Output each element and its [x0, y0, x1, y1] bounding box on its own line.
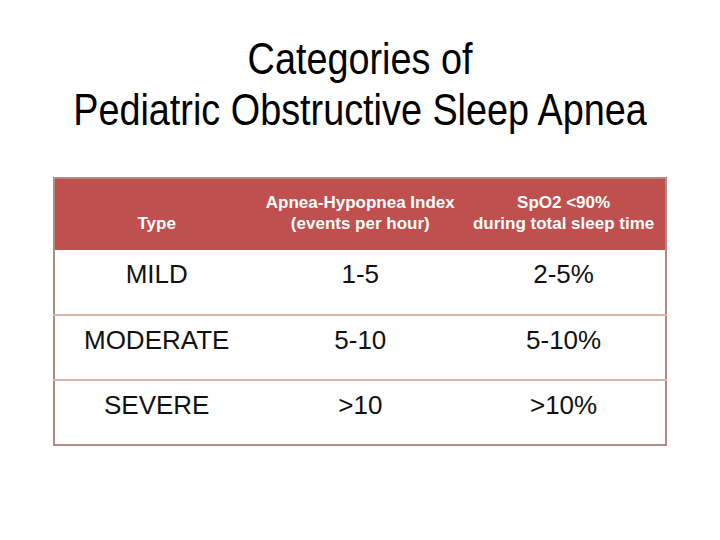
- slide-title: Categories of Pediatric Obstructive Slee…: [58, 33, 663, 135]
- cell-mild-ahi: 1-5: [258, 250, 462, 315]
- header-cell-spo2: SpO2 <90% during total sleep time: [462, 178, 666, 250]
- cell-moderate-type: MODERATE: [54, 315, 258, 380]
- cell-moderate-ahi: 5-10: [258, 315, 462, 380]
- table-row-severe: SEVERE >10 >10%: [54, 380, 666, 445]
- table-row-mild: MILD 1-5 2-5%: [54, 250, 666, 315]
- osa-categories-table: Type Apnea-Hypopnea Index (events per ho…: [53, 177, 667, 446]
- cell-mild-type: MILD: [54, 250, 258, 315]
- table-row-moderate: MODERATE 5-10 5-10%: [54, 315, 666, 380]
- header-ahi-line1: Apnea-Hypopnea Index: [260, 192, 460, 213]
- title-line-1: Categories of: [58, 33, 663, 84]
- header-type-label: Type: [57, 213, 256, 234]
- header-ahi-line2: (events per hour): [260, 213, 460, 234]
- table-header-row: Type Apnea-Hypopnea Index (events per ho…: [54, 178, 666, 250]
- slide-canvas: Categories of Pediatric Obstructive Slee…: [0, 0, 720, 540]
- cell-severe-type: SEVERE: [54, 380, 258, 445]
- header-spo2-line2: during total sleep time: [464, 213, 663, 234]
- cell-moderate-spo2: 5-10%: [462, 315, 666, 380]
- header-spo2-line1: SpO2 <90%: [464, 192, 663, 213]
- cell-mild-spo2: 2-5%: [462, 250, 666, 315]
- title-line-2: Pediatric Obstructive Sleep Apnea: [58, 84, 663, 135]
- header-cell-ahi: Apnea-Hypopnea Index (events per hour): [258, 178, 462, 250]
- cell-severe-spo2: >10%: [462, 380, 666, 445]
- cell-severe-ahi: >10: [258, 380, 462, 445]
- header-cell-type: Type: [54, 178, 258, 250]
